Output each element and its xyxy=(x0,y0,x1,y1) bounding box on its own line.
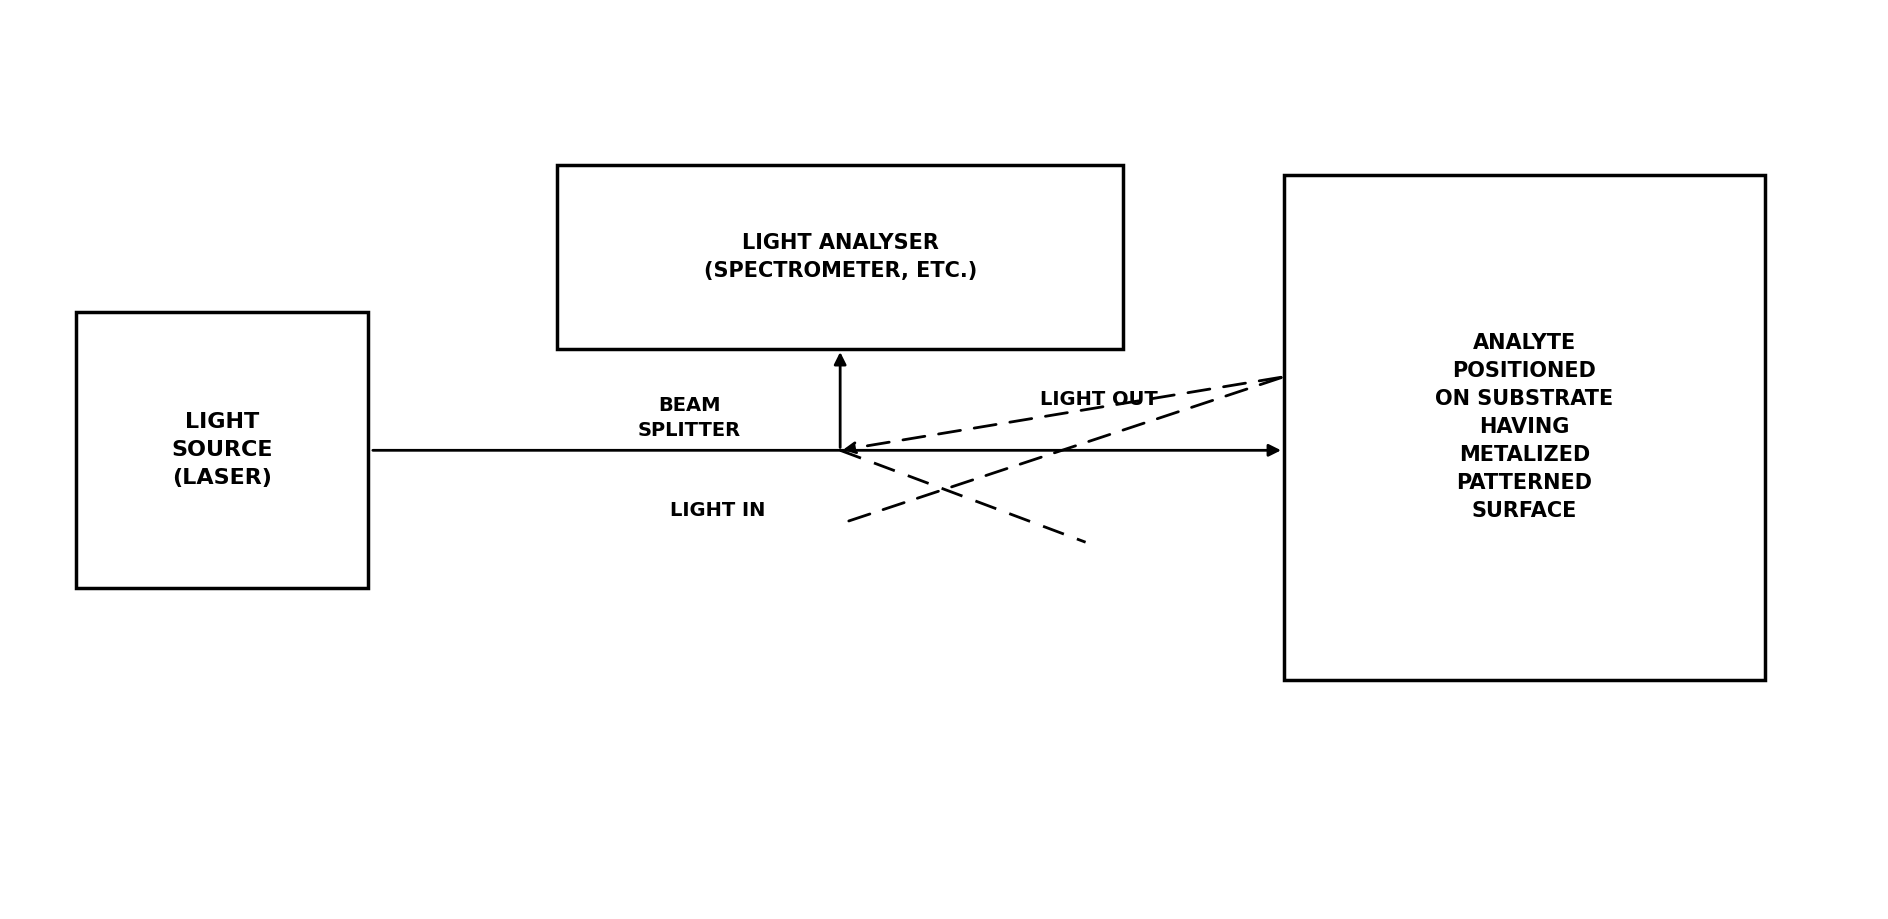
Text: ANALYTE
POSITIONED
ON SUBSTRATE
HAVING
METALIZED
PATTERNED
SURFACE: ANALYTE POSITIONED ON SUBSTRATE HAVING M… xyxy=(1435,334,1614,521)
Text: LIGHT IN: LIGHT IN xyxy=(670,501,767,519)
Bar xyxy=(76,312,368,588)
Text: LIGHT ANALYSER
(SPECTROMETER, ETC.): LIGHT ANALYSER (SPECTROMETER, ETC.) xyxy=(704,233,976,281)
Text: LIGHT
SOURCE
(LASER): LIGHT SOURCE (LASER) xyxy=(172,413,272,488)
Text: BEAM
SPLITTER: BEAM SPLITTER xyxy=(638,396,740,440)
Text: LIGHT OUT: LIGHT OUT xyxy=(1040,391,1157,409)
Bar xyxy=(1284,175,1765,680)
Bar xyxy=(557,165,1123,349)
